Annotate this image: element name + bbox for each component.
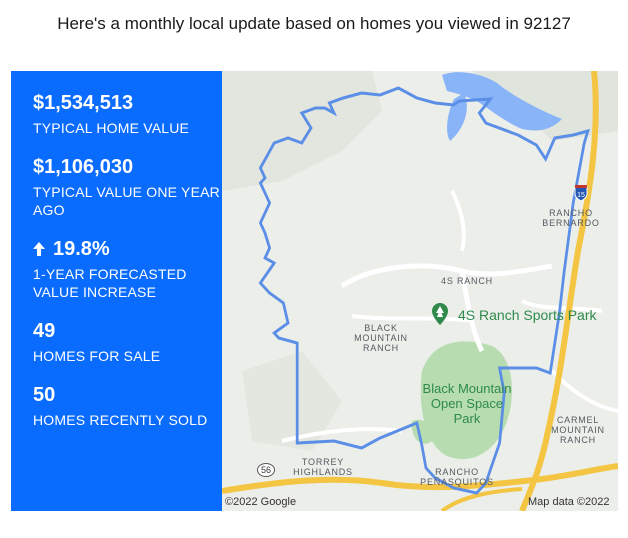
map-label-4s-ranch-sports-park[interactable]: 4S Ranch Sports Park	[458, 307, 597, 323]
route-56-label: 56	[260, 465, 271, 475]
stat-forecast-increase: 19.8% 1-YEAR FORECASTED VALUE INCREASE	[33, 237, 222, 301]
google-attribution: ©2022 Google	[225, 496, 297, 508]
map-label-rancho-bernardo: RANCHO BERNARDO	[542, 208, 600, 228]
stat-label: HOMES RECENTLY SOLD	[33, 412, 208, 428]
area-map[interactable]: RANCHO BERNARDO 4S RANCH BLACK MOUNTAIN …	[222, 71, 618, 511]
map-label-torrey-highlands: TORREY HIGHLANDS	[293, 457, 353, 477]
interstate-15-label: 15	[577, 192, 585, 199]
stat-label: HOMES FOR SALE	[33, 348, 161, 364]
stat-value: 49	[33, 320, 56, 342]
stat-homes-for-sale: 49 HOMES FOR SALE	[33, 319, 222, 365]
route-56-shield-icon	[257, 463, 275, 477]
map-graphics	[222, 71, 618, 511]
stat-value: $1,534,513	[33, 92, 134, 114]
park-pin-icon	[432, 303, 448, 325]
map-label-rancho-penasquitos: RANCHO PEÑASQUITOS	[420, 467, 494, 487]
stat-value: 50	[33, 384, 56, 406]
map-label-black-mountain-park: Black Mountain Open Space Park	[422, 381, 512, 426]
map-label-carmel-mountain-ranch: CARMEL MOUNTAIN RANCH	[551, 415, 605, 445]
stat-typical-home-value: $1,534,513 TYPICAL HOME VALUE	[33, 91, 222, 137]
stat-label: TYPICAL VALUE ONE YEAR AGO	[33, 184, 220, 218]
stat-label: TYPICAL HOME VALUE	[33, 120, 190, 136]
stat-homes-recently-sold: 50 HOMES RECENTLY SOLD	[33, 383, 222, 429]
stat-value: $1,106,030	[33, 156, 134, 178]
arrow-up-icon	[33, 242, 45, 256]
stat-label: 1-YEAR FORECASTED VALUE INCREASE	[33, 266, 187, 300]
map-data-attribution[interactable]: Map data ©2022	[528, 496, 610, 508]
update-header: Here's a monthly local update based on h…	[57, 14, 571, 33]
stat-value: 19.8%	[53, 238, 110, 260]
stat-value-row: 19.8%	[33, 237, 222, 261]
map-label-black-mountain-ranch: BLACK MOUNTAIN RANCH	[354, 323, 408, 353]
stat-value-one-year-ago: $1,106,030 TYPICAL VALUE ONE YEAR AGO	[33, 155, 222, 219]
stats-panel: $1,534,513 TYPICAL HOME VALUE $1,106,030…	[11, 71, 222, 511]
map-label-4s-ranch: 4S RANCH	[441, 276, 493, 286]
